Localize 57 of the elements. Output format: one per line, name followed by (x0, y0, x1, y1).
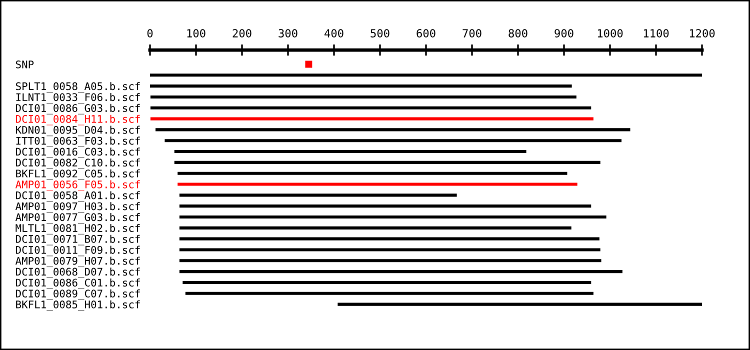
bar (178, 172, 568, 175)
y-tick-label: BKFL1_0092_C05.b.scf (16, 169, 140, 180)
bar (174, 160, 600, 164)
y-tick-label: DCI01_0016_C03.b.scf (16, 148, 140, 158)
y-tick-label: DCI01_0082_C10.b.scf (16, 158, 140, 169)
bar (164, 139, 622, 142)
y-tick-label: DCI01_0089_C07.b.scf (16, 289, 140, 300)
bar (150, 84, 572, 88)
y-tick-label: DCI01_0086_C01.b.scf (16, 278, 140, 289)
y-tick-label: DCI01_0011_F09.b.scf (16, 246, 140, 256)
bar (179, 259, 602, 262)
x-tick-label: 400 (324, 29, 344, 38)
bar (182, 280, 592, 284)
y-tick-label: AMP01_0097_H03.b.scf (15, 202, 140, 212)
bar (179, 270, 622, 274)
y-tick-label: SNP (16, 60, 34, 68)
y-tick-label: KDN01_0095_D04.b.scf (16, 126, 140, 136)
x-tick-label: 700 (462, 29, 482, 38)
x-tick-label: 1000 (598, 29, 623, 38)
bar (150, 106, 592, 110)
y-tick-label: DCI01_0058_A01.b.scf (16, 191, 140, 202)
y-tick-label: SPLT1_0058_A05.b.scf (16, 82, 140, 92)
bar (179, 204, 592, 208)
y-tick-label: AMP01_0077_G03.b.scf (15, 213, 140, 224)
y-tick-label: DCI01_0086_G03.b.scf (16, 104, 140, 114)
bar (179, 226, 572, 230)
bar (179, 215, 606, 219)
y-tick-label: ITT01_0063_F03.b.scf (16, 136, 140, 148)
x-tick-label: 800 (508, 29, 528, 38)
x-tick-label: 900 (554, 29, 574, 38)
bar (150, 95, 576, 98)
x-tick-label: 300 (278, 29, 298, 38)
x-tick-label: 500 (370, 29, 390, 38)
bar (185, 292, 594, 295)
bar (179, 194, 457, 197)
bar (179, 237, 600, 240)
y-tick-label: MLTL1_0081_H02.b.scf (16, 224, 140, 234)
x-tick-label: 0 (147, 29, 153, 38)
y-tick-label: DCI01_0084_H11.b.scf (16, 114, 140, 126)
bar (178, 182, 578, 186)
y-tick-label: ILNT1_0033_F06.b.scf (16, 93, 140, 104)
x-tick-label: 600 (416, 29, 436, 38)
bar (156, 128, 630, 132)
y-tick-label: AMP01_0079_H07.b.scf (15, 256, 140, 268)
x-tick-label: 100 (187, 29, 206, 38)
y-tick-label: DCI01_0068_D07.b.scf (16, 268, 140, 278)
x-tick-label: 1100 (644, 29, 669, 38)
y-tick-label: BKFL1_0085_H01.b.scf (16, 300, 140, 311)
bar (179, 248, 600, 252)
y-tick-label: AMP01_0056_F05.b.scf (15, 180, 140, 191)
y-tick-label: DCI01_0071_B07.b.scf (16, 234, 140, 246)
bar (150, 117, 594, 120)
bar (338, 302, 702, 306)
bar (150, 74, 702, 77)
x-tick-label: 200 (232, 29, 252, 38)
x-tick-label: 1200 (690, 29, 715, 38)
bar (174, 150, 526, 154)
